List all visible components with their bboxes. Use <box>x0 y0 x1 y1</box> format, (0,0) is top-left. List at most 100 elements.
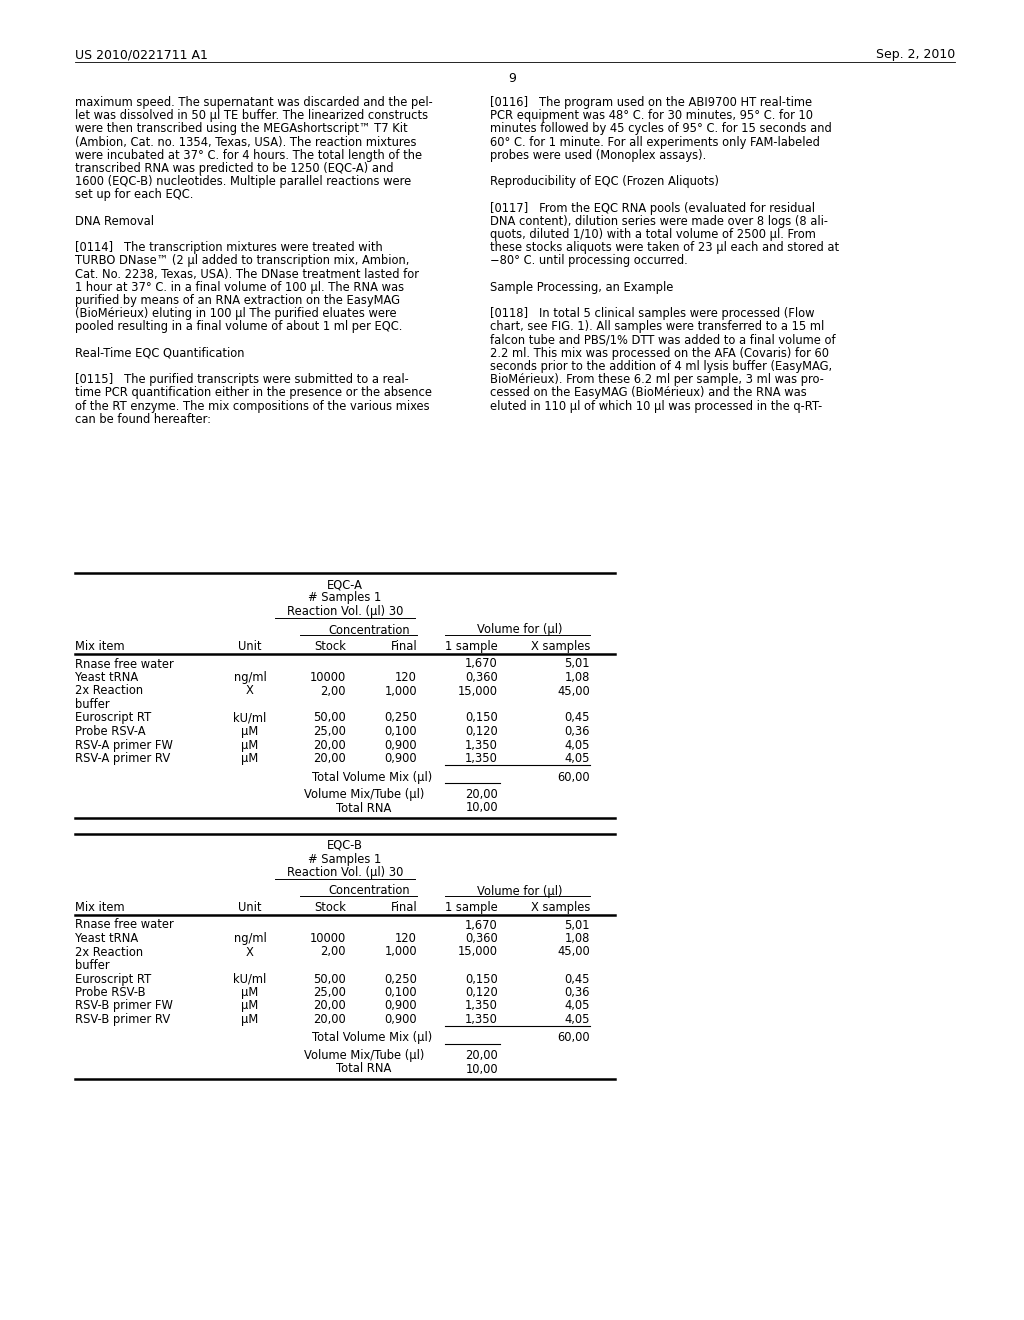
Text: 0,36: 0,36 <box>564 986 590 999</box>
Text: 120: 120 <box>395 671 417 684</box>
Text: 0,45: 0,45 <box>564 973 590 986</box>
Text: (BioMérieux) eluting in 100 μl The purified eluates were: (BioMérieux) eluting in 100 μl The purif… <box>75 308 396 321</box>
Text: (Ambion, Cat. no. 1354, Texas, USA). The reaction mixtures: (Ambion, Cat. no. 1354, Texas, USA). The… <box>75 136 417 149</box>
Text: cessed on the EasyMAG (BioMérieux) and the RNA was: cessed on the EasyMAG (BioMérieux) and t… <box>490 387 807 400</box>
Text: Stock: Stock <box>314 640 346 653</box>
Text: 10,00: 10,00 <box>465 1063 498 1076</box>
Text: 0,900: 0,900 <box>384 752 417 766</box>
Text: falcon tube and PBS/1% DTT was added to a final volume of: falcon tube and PBS/1% DTT was added to … <box>490 334 836 347</box>
Text: 0,150: 0,150 <box>465 973 498 986</box>
Text: probes were used (Monoplex assays).: probes were used (Monoplex assays). <box>490 149 707 162</box>
Text: 15,000: 15,000 <box>458 945 498 958</box>
Text: maximum speed. The supernatant was discarded and the pel-: maximum speed. The supernatant was disca… <box>75 96 433 110</box>
Text: Concentration: Concentration <box>328 623 410 636</box>
Text: RSV-A primer RV: RSV-A primer RV <box>75 752 170 766</box>
Text: Volume Mix/Tube (μl): Volume Mix/Tube (μl) <box>304 788 424 801</box>
Text: Stock: Stock <box>314 902 346 913</box>
Text: 0,120: 0,120 <box>465 725 498 738</box>
Text: RSV-A primer FW: RSV-A primer FW <box>75 738 173 751</box>
Text: X: X <box>246 685 254 697</box>
Text: PCR equipment was 48° C. for 30 minutes, 95° C. for 10: PCR equipment was 48° C. for 30 minutes,… <box>490 110 813 123</box>
Text: Sample Processing, an Example: Sample Processing, an Example <box>490 281 674 294</box>
Text: DNA content), dilution series were made over 8 logs (8 ali-: DNA content), dilution series were made … <box>490 215 828 228</box>
Text: time PCR quantification either in the presence or the absence: time PCR quantification either in the pr… <box>75 387 432 400</box>
Text: 1600 (EQC-B) nucleotides. Multiple parallel reactions were: 1600 (EQC-B) nucleotides. Multiple paral… <box>75 176 412 189</box>
Text: 0,36: 0,36 <box>564 725 590 738</box>
Text: 50,00: 50,00 <box>313 711 346 725</box>
Text: 4,05: 4,05 <box>564 1012 590 1026</box>
Text: EQC-A: EQC-A <box>327 578 362 591</box>
Text: ng/ml: ng/ml <box>233 932 266 945</box>
Text: μM: μM <box>242 999 259 1012</box>
Text: transcribed RNA was predicted to be 1250 (EQC-A) and: transcribed RNA was predicted to be 1250… <box>75 162 393 176</box>
Text: 1,670: 1,670 <box>465 919 498 932</box>
Text: TURBO DNase™ (2 μl added to transcription mix, Ambion,: TURBO DNase™ (2 μl added to transcriptio… <box>75 255 410 268</box>
Text: were then transcribed using the MEGAshortscript™ T7 Kit: were then transcribed using the MEGAshor… <box>75 123 408 136</box>
Text: μM: μM <box>242 752 259 766</box>
Text: kU/ml: kU/ml <box>233 973 266 986</box>
Text: 0,120: 0,120 <box>465 986 498 999</box>
Text: 0,900: 0,900 <box>384 1012 417 1026</box>
Text: 9: 9 <box>508 73 516 84</box>
Text: X samples: X samples <box>530 902 590 913</box>
Text: 1,350: 1,350 <box>465 752 498 766</box>
Text: RSV-B primer RV: RSV-B primer RV <box>75 1012 170 1026</box>
Text: 15,000: 15,000 <box>458 685 498 697</box>
Text: ng/ml: ng/ml <box>233 671 266 684</box>
Text: 120: 120 <box>395 932 417 945</box>
Text: 1,350: 1,350 <box>465 1012 498 1026</box>
Text: Mix item: Mix item <box>75 902 125 913</box>
Text: buffer: buffer <box>75 698 110 711</box>
Text: X samples: X samples <box>530 640 590 653</box>
Text: Total Volume Mix (μl): Total Volume Mix (μl) <box>312 771 432 784</box>
Text: 60,00: 60,00 <box>557 1031 590 1044</box>
Text: X: X <box>246 945 254 958</box>
Text: Volume for (μl): Volume for (μl) <box>477 884 563 898</box>
Text: quots, diluted 1/10) with a total volume of 2500 μl. From: quots, diluted 1/10) with a total volume… <box>490 228 816 242</box>
Text: chart, see FIG. 1). All samples were transferred to a 15 ml: chart, see FIG. 1). All samples were tra… <box>490 321 824 334</box>
Text: 20,00: 20,00 <box>465 1049 498 1063</box>
Text: DNA Removal: DNA Removal <box>75 215 154 228</box>
Text: were incubated at 37° C. for 4 hours. The total length of the: were incubated at 37° C. for 4 hours. Th… <box>75 149 422 162</box>
Text: 0,900: 0,900 <box>384 999 417 1012</box>
Text: [0114]   The transcription mixtures were treated with: [0114] The transcription mixtures were t… <box>75 242 383 255</box>
Text: 50,00: 50,00 <box>313 973 346 986</box>
Text: 0,360: 0,360 <box>465 671 498 684</box>
Text: Volume Mix/Tube (μl): Volume Mix/Tube (μl) <box>304 1049 424 1063</box>
Text: Reproducibility of EQC (Frozen Aliquots): Reproducibility of EQC (Frozen Aliquots) <box>490 176 719 189</box>
Text: # Samples 1: # Samples 1 <box>308 591 382 605</box>
Text: 1 sample: 1 sample <box>445 640 498 653</box>
Text: 1,08: 1,08 <box>564 932 590 945</box>
Text: Euroscript RT: Euroscript RT <box>75 973 152 986</box>
Text: Concentration: Concentration <box>328 884 410 898</box>
Text: set up for each EQC.: set up for each EQC. <box>75 189 194 202</box>
Text: 5,01: 5,01 <box>564 919 590 932</box>
Text: 0,360: 0,360 <box>465 932 498 945</box>
Text: Total RNA: Total RNA <box>336 801 392 814</box>
Text: US 2010/0221711 A1: US 2010/0221711 A1 <box>75 48 208 61</box>
Text: 4,05: 4,05 <box>564 999 590 1012</box>
Text: 2.2 ml. This mix was processed on the AFA (Covaris) for 60: 2.2 ml. This mix was processed on the AF… <box>490 347 829 360</box>
Text: 20,00: 20,00 <box>313 1012 346 1026</box>
Text: Rnase free water: Rnase free water <box>75 919 174 932</box>
Text: RSV-B primer FW: RSV-B primer FW <box>75 999 173 1012</box>
Text: −80° C. until processing occurred.: −80° C. until processing occurred. <box>490 255 688 268</box>
Text: Reaction Vol. (μl) 30: Reaction Vol. (μl) 30 <box>287 605 403 618</box>
Text: purified by means of an RNA extraction on the EasyMAG: purified by means of an RNA extraction o… <box>75 294 400 308</box>
Text: 2x Reaction: 2x Reaction <box>75 945 143 958</box>
Text: 45,00: 45,00 <box>557 945 590 958</box>
Text: Final: Final <box>390 902 417 913</box>
Text: [0115]   The purified transcripts were submitted to a real-: [0115] The purified transcripts were sub… <box>75 374 409 387</box>
Text: 2x Reaction: 2x Reaction <box>75 685 143 697</box>
Text: μM: μM <box>242 986 259 999</box>
Text: these stocks aliquots were taken of 23 μl each and stored at: these stocks aliquots were taken of 23 μ… <box>490 242 839 255</box>
Text: [0118]   In total 5 clinical samples were processed (Flow: [0118] In total 5 clinical samples were … <box>490 308 814 321</box>
Text: 10,00: 10,00 <box>465 801 498 814</box>
Text: can be found hereafter:: can be found hereafter: <box>75 413 211 426</box>
Text: 0,900: 0,900 <box>384 738 417 751</box>
Text: 1 hour at 37° C. in a final volume of 100 μl. The RNA was: 1 hour at 37° C. in a final volume of 10… <box>75 281 404 294</box>
Text: 60° C. for 1 minute. For all experiments only FAM-labeled: 60° C. for 1 minute. For all experiments… <box>490 136 820 149</box>
Text: 45,00: 45,00 <box>557 685 590 697</box>
Text: 4,05: 4,05 <box>564 738 590 751</box>
Text: Sep. 2, 2010: Sep. 2, 2010 <box>876 48 955 61</box>
